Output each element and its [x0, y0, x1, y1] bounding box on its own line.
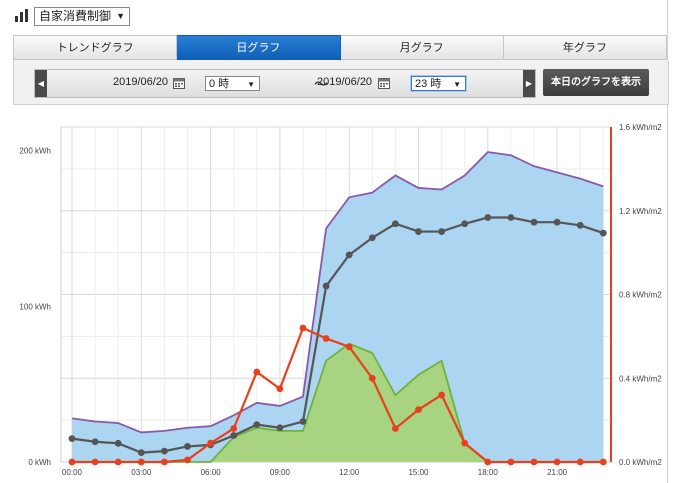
data-point[interactable] — [299, 324, 307, 332]
y-right-tick-label: 1.2 kWh/m2 — [619, 207, 662, 216]
data-point[interactable] — [461, 439, 469, 447]
data-point[interactable] — [345, 251, 353, 259]
chevron-down-icon: ▼ — [247, 80, 255, 89]
x-tick-label: 15:00 — [408, 468, 429, 477]
bar-chart-icon — [15, 9, 28, 22]
x-tick-label: 00:00 — [62, 468, 83, 477]
y-left-tick-label: 200 kWh — [19, 147, 51, 156]
data-point[interactable] — [276, 424, 284, 432]
data-point[interactable] — [599, 458, 607, 466]
data-point[interactable] — [576, 221, 584, 229]
previous-day-button[interactable]: ◀ — [35, 70, 47, 97]
data-point[interactable] — [438, 228, 445, 235]
data-point[interactable] — [91, 438, 99, 446]
y-right-tick-label: 0.4 kWh/m2 — [619, 374, 662, 383]
chart-axes: 0 kWh 100 kWh 200 kWh 0.0 kWh/m2 0.4 kWh/m2 0… — [19, 123, 662, 477]
tab-month[interactable]: 月グラフ — [340, 35, 504, 60]
graph-tabs: トレンドグラフ 日グラフ 月グラフ 年グラフ — [13, 35, 667, 60]
data-point[interactable] — [368, 234, 376, 242]
area-series-0 — [72, 152, 604, 462]
data-point[interactable] — [137, 449, 145, 457]
data-point[interactable] — [345, 343, 353, 351]
chevron-down-icon: ▼ — [116, 11, 126, 21]
data-point[interactable] — [576, 458, 584, 466]
x-tick-label: 09:00 — [270, 468, 291, 477]
data-point[interactable] — [322, 282, 330, 290]
show-today-graph-button[interactable]: 本日のグラフを表示 — [543, 69, 649, 96]
data-point[interactable] — [253, 421, 261, 429]
data-point[interactable] — [530, 218, 538, 226]
range-separator: ～ — [314, 76, 328, 92]
data-point[interactable] — [415, 228, 422, 235]
end-hour-value: 23 時 — [415, 78, 442, 90]
data-point[interactable] — [230, 432, 238, 439]
data-point[interactable] — [207, 439, 215, 447]
data-point[interactable] — [415, 406, 422, 414]
data-point[interactable] — [68, 458, 76, 466]
data-point[interactable] — [276, 385, 284, 393]
y-left-tick-label: 0 kWh — [28, 458, 51, 467]
data-point[interactable] — [392, 425, 399, 432]
data-point[interactable] — [507, 458, 515, 466]
end-date[interactable]: 2019/06/20 — [317, 76, 373, 88]
data-point[interactable] — [507, 214, 515, 221]
data-point[interactable] — [137, 458, 145, 466]
top-bar: 自家消費制御 ▼ — [0, 0, 667, 33]
start-date[interactable]: 2019/06/20 — [113, 76, 169, 88]
data-point[interactable] — [230, 425, 238, 432]
data-point[interactable] — [438, 391, 445, 399]
data-point[interactable] — [184, 456, 191, 464]
start-hour-value: 0 時 — [209, 78, 230, 90]
data-point[interactable] — [253, 368, 261, 376]
x-tick-label: 03:00 — [131, 468, 152, 477]
area-outline-0 — [71, 151, 604, 434]
data-point[interactable] — [368, 374, 376, 382]
data-point[interactable] — [322, 335, 330, 342]
data-point[interactable] — [161, 458, 168, 466]
data-point[interactable] — [484, 214, 492, 221]
area-series-1 — [72, 343, 604, 462]
data-point[interactable] — [299, 418, 307, 425]
data-point[interactable] — [392, 220, 399, 228]
calendar-icon[interactable] — [378, 77, 390, 89]
data-point[interactable] — [553, 218, 561, 226]
data-point[interactable] — [484, 458, 492, 466]
y-right-tick-label: 1.6 kWh/m2 — [619, 123, 662, 132]
x-tick-label: 21:00 — [547, 468, 568, 477]
chevron-left-icon: ◀ — [37, 79, 45, 88]
data-point[interactable] — [553, 458, 561, 466]
next-day-button[interactable]: ▶ — [523, 70, 535, 97]
data-point[interactable] — [184, 443, 191, 450]
y-right-tick-label: 0.0 kWh/m2 — [619, 458, 662, 467]
data-point[interactable] — [68, 435, 76, 443]
data-point[interactable] — [461, 220, 469, 228]
chart-lines — [68, 214, 607, 466]
date-range-bar: ◀ 2019/06/20 0 時 ▼ ～ 2019/06/20 23 時 ▼ ▶ — [34, 69, 536, 98]
tab-trend[interactable]: トレンドグラフ — [13, 35, 178, 60]
chevron-right-icon: ▶ — [525, 79, 533, 88]
data-point[interactable] — [114, 458, 122, 466]
end-hour-select[interactable]: 23 時 ▼ — [411, 76, 466, 91]
x-tick-label: 06:00 — [201, 468, 222, 477]
data-point[interactable] — [114, 439, 122, 447]
energy-chart: 0 kWh 100 kWh 200 kWh 0.0 kWh/m2 0.4 kWh/m2 0… — [19, 123, 662, 477]
data-point[interactable] — [599, 229, 607, 237]
x-tick-label: 12:00 — [339, 468, 360, 477]
tab-day[interactable]: 日グラフ — [177, 35, 341, 60]
y-left-tick-label: 100 kWh — [19, 302, 51, 311]
tab-year[interactable]: 年グラフ — [503, 35, 667, 60]
line-series-3 — [72, 326, 604, 464]
title-dropdown[interactable]: 自家消費制御 ▼ — [34, 7, 131, 26]
data-point[interactable] — [91, 458, 99, 466]
y-right-tick-label: 0.8 kWh/m2 — [619, 291, 662, 300]
chevron-down-icon: ▼ — [453, 80, 461, 89]
x-tick-label: 18:00 — [478, 468, 499, 477]
calendar-icon[interactable] — [173, 77, 185, 89]
data-point[interactable] — [161, 447, 168, 455]
title-dropdown-label: 自家消費制御 — [39, 9, 112, 23]
line-series-2 — [71, 216, 604, 454]
data-point[interactable] — [530, 458, 538, 466]
start-hour-select[interactable]: 0 時 ▼ — [205, 76, 260, 91]
